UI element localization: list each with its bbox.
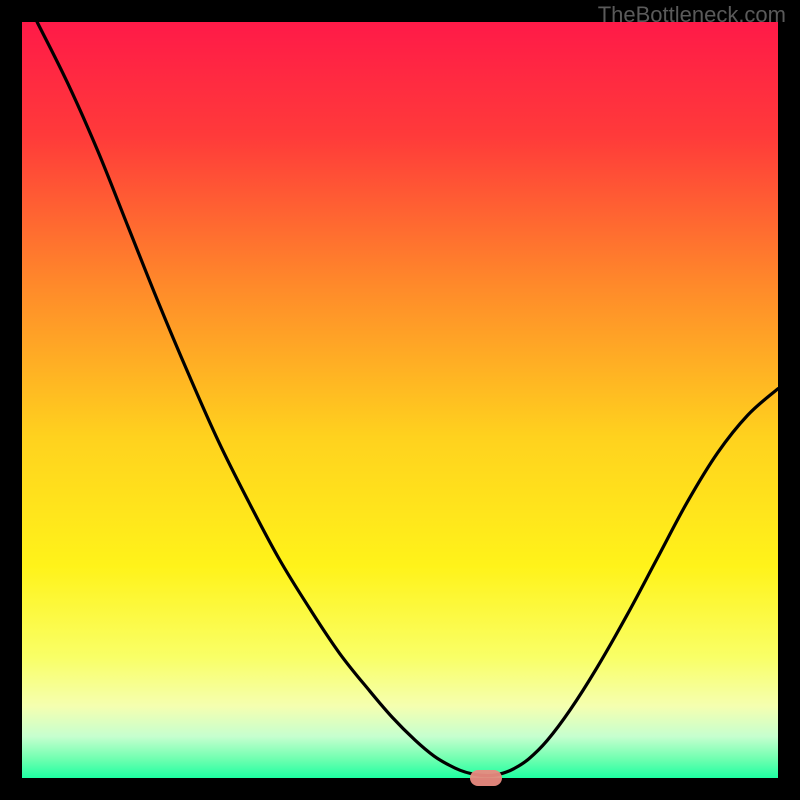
- chart-container: TheBottleneck.com: [0, 0, 800, 800]
- plot-area: [22, 22, 778, 778]
- bottleneck-curve: [22, 22, 778, 778]
- watermark-text: TheBottleneck.com: [598, 2, 786, 28]
- optimal-point-marker: [470, 770, 502, 785]
